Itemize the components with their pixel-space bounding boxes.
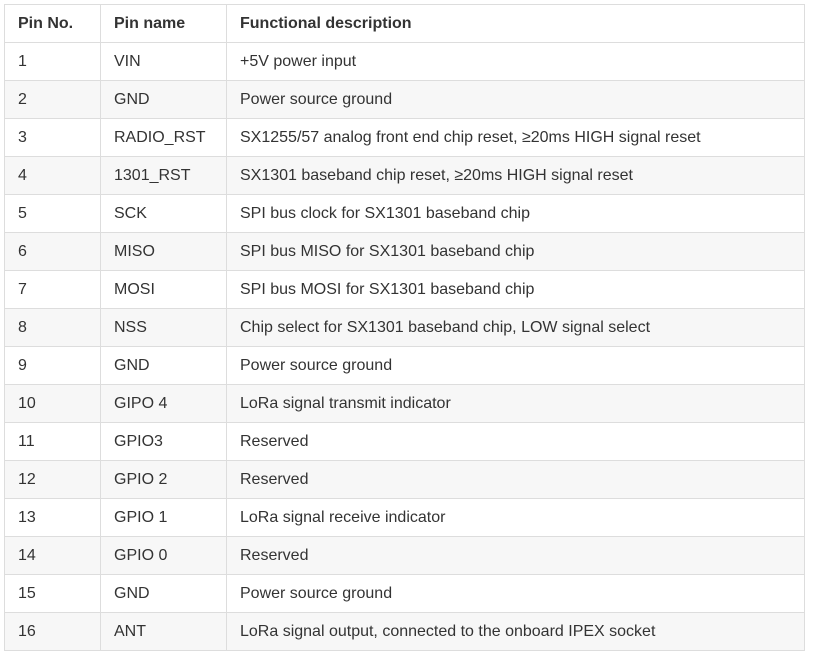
cell-pin-no: 9 — [4, 346, 101, 385]
cell-pin-name: GND — [100, 80, 227, 119]
cell-pin-name: 1301_RST — [100, 156, 227, 195]
cell-pin-no: 12 — [4, 460, 101, 499]
table-row: 7 MOSI SPI bus MOSI for SX1301 baseband ch… — [4, 270, 805, 309]
cell-functional-description: Power source ground — [226, 346, 805, 385]
cell-functional-description: SX1255/57 analog front end chip reset, ≥… — [226, 118, 805, 157]
table-row: 8 NSS Chip select for SX1301 baseband chip… — [4, 308, 805, 347]
header-row: Pin No. Pin name Functional description — [4, 4, 805, 43]
cell-pin-no: 1 — [4, 42, 101, 81]
cell-pin-no: 8 — [4, 308, 101, 347]
cell-pin-name: MISO — [100, 232, 227, 271]
cell-functional-description: Chip select for SX1301 baseband chip, LO… — [226, 308, 805, 347]
cell-pin-no: 15 — [4, 574, 101, 613]
cell-functional-description: LoRa signal receive indicator — [226, 498, 805, 537]
header-pin-no: Pin No. — [4, 4, 101, 43]
table-row: 9 GND Power source ground — [4, 346, 805, 385]
cell-pin-name: RADIO_RST — [100, 118, 227, 157]
cell-pin-no: 6 — [4, 232, 101, 271]
table-row: 6 MISO SPI bus MISO for SX1301 baseband ch… — [4, 232, 805, 271]
header-functional-description: Functional description — [226, 4, 805, 43]
cell-pin-name: GPIO3 — [100, 422, 227, 461]
cell-functional-description: Reserved — [226, 536, 805, 575]
table-row: 16 ANT LoRa signal output, connected to th… — [4, 612, 805, 651]
cell-pin-name: GPIO 2 — [100, 460, 227, 499]
table-row: 3 RADIO_RST SX1255/57 analog front end chi… — [4, 118, 805, 157]
cell-pin-no: 16 — [4, 612, 101, 651]
cell-functional-description: LoRa signal output, connected to the onb… — [226, 612, 805, 651]
cell-functional-description: +5V power input — [226, 42, 805, 81]
cell-functional-description: LoRa signal transmit indicator — [226, 384, 805, 423]
cell-functional-description: SPI bus MISO for SX1301 baseband chip — [226, 232, 805, 271]
cell-pin-name: GPIO 1 — [100, 498, 227, 537]
cell-pin-name: SCK — [100, 194, 227, 233]
cell-pin-name: ANT — [100, 612, 227, 651]
pin-table: Pin No. Pin name Functional description … — [4, 4, 805, 651]
cell-pin-no: 14 — [4, 536, 101, 575]
table-row: 1 VIN +5V power input — [4, 42, 805, 81]
table-body: 1 VIN +5V power input 2 GND Power source grou… — [4, 42, 805, 651]
cell-functional-description: SPI bus clock for SX1301 baseband chip — [226, 194, 805, 233]
cell-pin-name: GND — [100, 346, 227, 385]
cell-functional-description: Reserved — [226, 422, 805, 461]
cell-pin-name: MOSI — [100, 270, 227, 309]
table-header: Pin No. Pin name Functional description — [4, 4, 805, 43]
cell-pin-no: 10 — [4, 384, 101, 423]
table-row: 13 GPIO 1 LoRa signal receive indicator — [4, 498, 805, 537]
cell-functional-description: SX1301 baseband chip reset, ≥20ms HIGH s… — [226, 156, 805, 195]
cell-functional-description: Power source ground — [226, 574, 805, 613]
cell-pin-name: GND — [100, 574, 227, 613]
cell-pin-no: 11 — [4, 422, 101, 461]
cell-pin-no: 4 — [4, 156, 101, 195]
table-row: 15 GND Power source ground — [4, 574, 805, 613]
cell-functional-description: Reserved — [226, 460, 805, 499]
table-row: 11 GPIO3 Reserved — [4, 422, 805, 461]
table-row: 10 GIPO 4 LoRa signal transmit indicator — [4, 384, 805, 423]
cell-pin-no: 5 — [4, 194, 101, 233]
cell-pin-name: NSS — [100, 308, 227, 347]
cell-functional-description: Power source ground — [226, 80, 805, 119]
cell-pin-no: 3 — [4, 118, 101, 157]
table-row: 5 SCK SPI bus clock for SX1301 baseband ch… — [4, 194, 805, 233]
cell-pin-name: GPIO 0 — [100, 536, 227, 575]
cell-functional-description: SPI bus MOSI for SX1301 baseband chip — [226, 270, 805, 309]
cell-pin-no: 13 — [4, 498, 101, 537]
cell-pin-no: 2 — [4, 80, 101, 119]
table-row: 2 GND Power source ground — [4, 80, 805, 119]
cell-pin-no: 7 — [4, 270, 101, 309]
pin-table-container: Pin No. Pin name Functional description … — [4, 4, 805, 651]
table-row: 12 GPIO 2 Reserved — [4, 460, 805, 499]
cell-pin-name: VIN — [100, 42, 227, 81]
table-row: 14 GPIO 0 Reserved — [4, 536, 805, 575]
table-row: 4 1301_RST SX1301 baseband chip reset, ≥20… — [4, 156, 805, 195]
header-pin-name: Pin name — [100, 4, 227, 43]
cell-pin-name: GIPO 4 — [100, 384, 227, 423]
